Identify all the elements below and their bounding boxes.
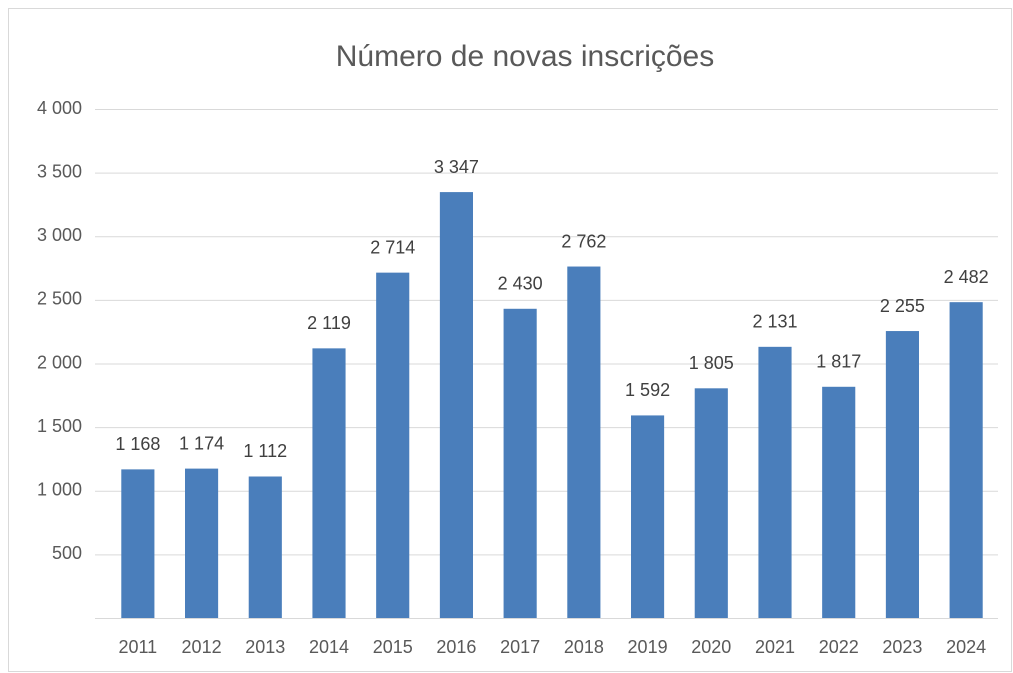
bar xyxy=(439,192,473,619)
x-tick-label: 2017 xyxy=(500,637,540,657)
x-tick-label: 2024 xyxy=(946,637,986,657)
x-tick-label: 2011 xyxy=(118,637,157,657)
y-tick-label: 1 000 xyxy=(37,480,82,500)
data-label: 2 714 xyxy=(370,237,415,257)
bar xyxy=(185,468,219,618)
bar xyxy=(248,476,282,618)
x-tick-label: 2014 xyxy=(309,637,349,657)
y-tick-label: 500 xyxy=(52,543,82,563)
bar xyxy=(312,348,346,618)
x-tick-label: 2021 xyxy=(755,637,795,657)
x-tick-label: 2019 xyxy=(628,637,668,657)
bar xyxy=(885,331,919,618)
x-tick-label: 2020 xyxy=(691,637,731,657)
x-tick-label: 2015 xyxy=(373,637,413,657)
data-label: 2 131 xyxy=(752,312,797,332)
bar xyxy=(694,388,728,618)
y-tick-label: 2 000 xyxy=(37,352,82,372)
y-tick-label: 1 500 xyxy=(37,416,82,436)
bar xyxy=(121,469,155,618)
x-tick-label: 2022 xyxy=(819,637,859,657)
data-label: 1 168 xyxy=(115,434,160,454)
data-label: 1 592 xyxy=(625,380,670,400)
bar xyxy=(949,302,983,618)
data-label: 3 347 xyxy=(434,157,479,177)
data-label: 1 112 xyxy=(243,441,287,461)
bar xyxy=(758,346,792,618)
data-label: 1 174 xyxy=(179,433,224,453)
data-label: 2 482 xyxy=(944,267,989,287)
y-tick-label: 3 500 xyxy=(37,161,82,181)
data-label: 2 255 xyxy=(880,296,925,316)
y-tick-label: 4 000 xyxy=(37,98,82,118)
data-label: 1 817 xyxy=(816,352,861,372)
data-label: 2 762 xyxy=(561,231,606,251)
x-tick-label: 2012 xyxy=(182,637,222,657)
x-tick-label: 2023 xyxy=(882,637,922,657)
bar xyxy=(503,308,537,618)
bar xyxy=(376,272,410,618)
x-tick-label: 2013 xyxy=(245,637,285,657)
x-tick-label: 2018 xyxy=(564,637,604,657)
data-label: 2 430 xyxy=(498,274,543,294)
data-label: 1 805 xyxy=(689,353,734,373)
bar xyxy=(631,415,665,618)
bar xyxy=(822,386,856,618)
y-tick-label: 3 000 xyxy=(37,225,82,245)
y-tick-label: 2 500 xyxy=(37,289,82,309)
data-label: 2 119 xyxy=(307,313,351,333)
x-tick-label: 2016 xyxy=(436,637,476,657)
chart-title: Número de novas inscrições xyxy=(336,40,715,73)
bar xyxy=(567,266,601,618)
